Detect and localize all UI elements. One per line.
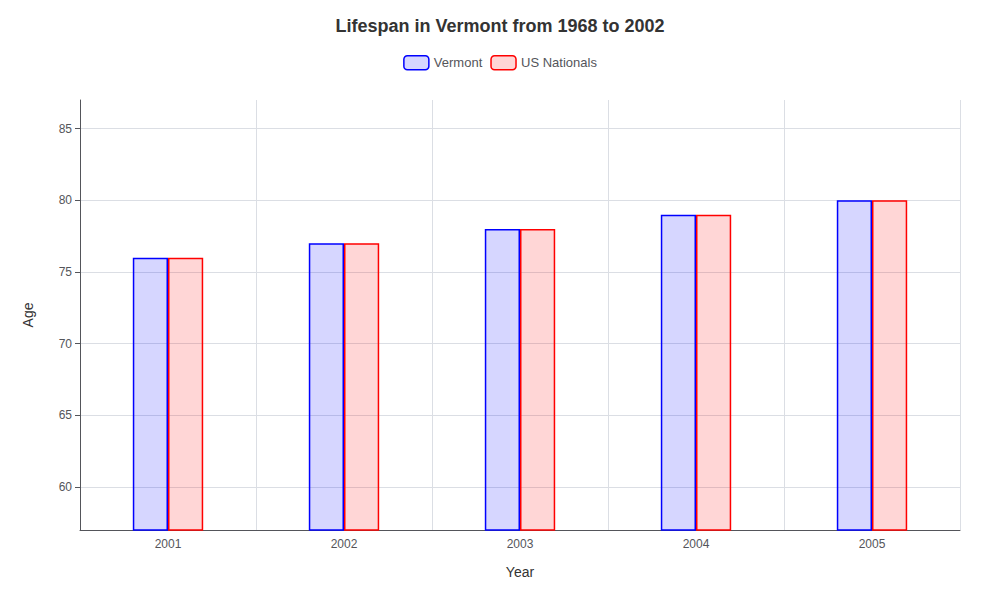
svg-text:2001: 2001 [155, 537, 182, 551]
svg-text:2002: 2002 [331, 537, 358, 551]
svg-text:2005: 2005 [859, 537, 886, 551]
svg-text:85: 85 [59, 122, 73, 136]
svg-text:US Nationals: US Nationals [521, 55, 597, 70]
svg-text:75: 75 [59, 265, 73, 279]
svg-text:Lifespan in Vermont from 1968: Lifespan in Vermont from 1968 to 2002 [335, 16, 664, 36]
svg-text:70: 70 [59, 337, 73, 351]
svg-text:2004: 2004 [683, 537, 710, 551]
svg-text:2003: 2003 [507, 537, 534, 551]
svg-text:80: 80 [59, 193, 73, 207]
svg-text:65: 65 [59, 408, 73, 422]
svg-text:Year: Year [506, 564, 535, 580]
svg-text:60: 60 [59, 480, 73, 494]
svg-text:Vermont: Vermont [434, 55, 483, 70]
svg-text:Age: Age [20, 302, 36, 327]
